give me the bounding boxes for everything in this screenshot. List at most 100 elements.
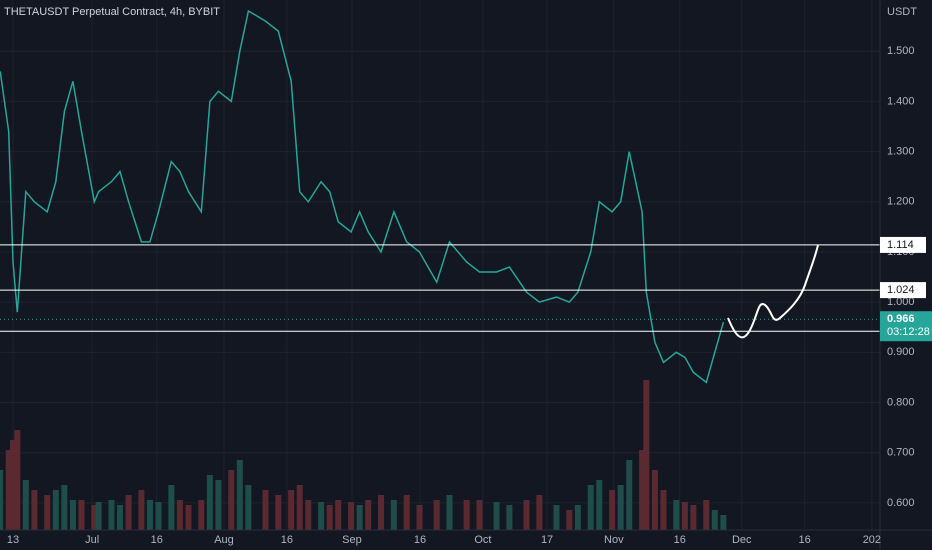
volume-bar: [0, 470, 4, 530]
volume-bar: [78, 500, 85, 530]
y-tick-label: 0.600: [887, 497, 915, 509]
volume-bar: [356, 505, 363, 530]
x-tick-label: 16: [674, 534, 686, 546]
x-tick-label: 16: [281, 534, 293, 546]
volume-bar: [506, 505, 513, 530]
y-tick-label: 0.700: [887, 447, 915, 459]
volume-bar: [463, 500, 470, 530]
volume-bar: [651, 470, 658, 530]
volume-bar: [14, 430, 21, 530]
level-label: 1.024: [887, 284, 915, 296]
volume-bar: [365, 500, 372, 530]
volume-bar: [403, 495, 410, 530]
volume-bar: [690, 505, 697, 530]
volume-bar: [639, 450, 646, 530]
volume-bar: [95, 502, 102, 530]
volume-bar: [536, 495, 543, 530]
x-tick-label: 16: [799, 534, 811, 546]
plot: [0, 9, 880, 384]
axes: 0.6000.7000.8000.9001.0001.1001.2001.300…: [7, 45, 932, 546]
volume-bar: [703, 500, 710, 530]
volume-bar: [711, 510, 718, 530]
countdown-label: 03:12:28: [887, 326, 930, 338]
volume-bar: [116, 505, 123, 530]
volume-bar: [155, 502, 162, 530]
volume-bar: [523, 500, 530, 530]
x-tick-label: Jul: [85, 534, 99, 546]
volume-bar: [10, 440, 17, 530]
volume-bar: [617, 485, 624, 530]
volume-bar: [720, 515, 727, 530]
volume-bar: [31, 490, 38, 530]
volume-bar: [335, 500, 342, 530]
volume-bar: [61, 485, 68, 530]
volume-bar: [476, 500, 483, 530]
y-tick-label: 1.300: [887, 145, 915, 157]
volume-bar: [52, 490, 59, 530]
volume-bar: [326, 505, 333, 530]
volume-bar: [493, 502, 500, 530]
volume-bar: [596, 480, 603, 530]
projection-drawing: [727, 244, 819, 339]
x-tick-label: Aug: [214, 534, 234, 546]
volume-bar: [305, 500, 312, 530]
volume-bar: [69, 500, 76, 530]
volume-bar: [587, 485, 594, 530]
level-label-box: [880, 282, 926, 299]
volume-bar: [198, 500, 205, 530]
volume-bar: [660, 490, 667, 530]
volume-bar: [378, 495, 385, 530]
volume-bar: [168, 485, 175, 530]
volume-bar: [566, 510, 573, 530]
x-tick-label: 16: [414, 534, 426, 546]
volume-bar: [176, 500, 183, 530]
volume-bar: [245, 485, 252, 530]
volume-bar: [626, 460, 633, 530]
x-tick-label: 16: [151, 534, 163, 546]
volume-bar: [185, 505, 192, 530]
volume-bar: [416, 505, 423, 530]
volume-bar: [348, 502, 355, 530]
volume-bar: [433, 500, 440, 530]
volume-bar: [125, 495, 132, 530]
x-tick-label: 202: [863, 534, 881, 546]
volume-bar: [296, 485, 303, 530]
volume-bar: [5, 450, 12, 530]
volume-bar: [446, 495, 453, 530]
y-tick-label: 0.800: [887, 396, 915, 408]
x-tick-label: Oct: [474, 534, 491, 546]
volume-bar: [609, 490, 616, 530]
volume-bar: [91, 505, 98, 530]
x-tick-label: Sep: [342, 534, 362, 546]
x-tick-label: Nov: [604, 534, 624, 546]
y-axis-label: USDT: [887, 6, 917, 18]
last-price-box: [880, 311, 932, 342]
volume-bar: [673, 500, 680, 530]
y-tick-label: 0.900: [887, 346, 915, 358]
volume-bar: [262, 490, 269, 530]
volume-bar: [44, 495, 51, 530]
x-tick-label: 17: [541, 534, 553, 546]
volume-bar: [108, 500, 115, 530]
volume-bar: [553, 505, 560, 530]
x-tick-label: 13: [7, 534, 19, 546]
y-tick-label: 1.500: [887, 45, 915, 57]
volume-bar: [22, 480, 29, 530]
volume-bar: [574, 505, 581, 530]
y-tick-label: 1.200: [887, 196, 915, 208]
level-label: 1.114: [887, 239, 914, 251]
volume-bar: [643, 380, 650, 530]
y-tick-label: 1.000: [887, 296, 915, 308]
volume-bar: [390, 500, 397, 530]
volume-bar: [288, 490, 295, 530]
volume-bar: [215, 480, 222, 530]
volume-bar: [138, 490, 145, 530]
last-price-label: 0.966: [887, 313, 915, 325]
price-line: [0, 9, 725, 384]
volume-bar: [236, 460, 243, 530]
chart-title: THETAUSDT Perpetual Contract, 4h, BYBIT: [4, 6, 220, 18]
volume-bar: [146, 500, 153, 530]
x-tick-label: Dec: [732, 534, 752, 546]
